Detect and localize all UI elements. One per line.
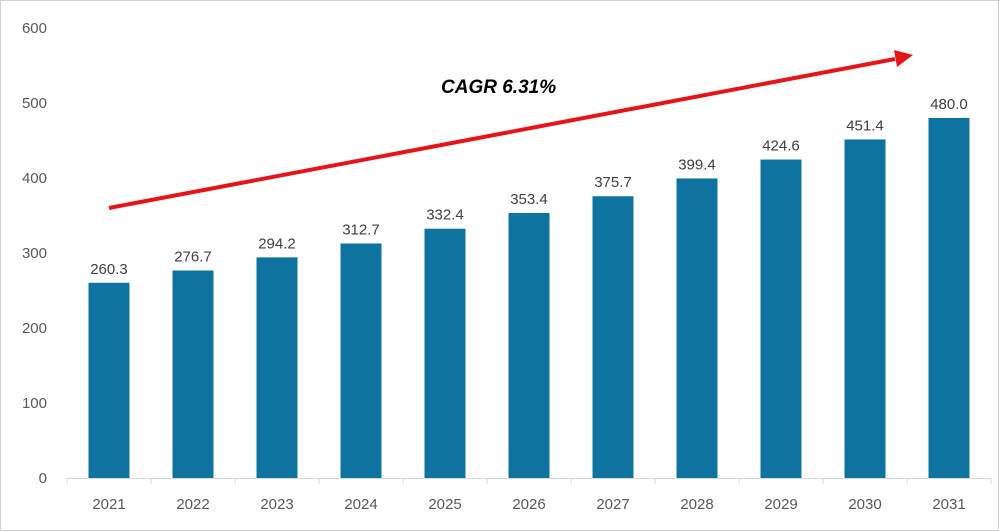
bar — [340, 243, 382, 478]
x-tick-label: 2029 — [764, 496, 797, 513]
bar — [760, 159, 802, 479]
bars — [88, 118, 970, 479]
y-tick-label: 300 — [22, 245, 47, 262]
bar — [928, 118, 970, 478]
x-tick-label: 2023 — [260, 496, 293, 513]
data-labels: 260.3 276.7 294.2 312.7 332.4 353.4 375.7 399.4… — [90, 96, 968, 278]
data-label: 375.7 — [594, 174, 632, 191]
y-axis-ticks: 0 100 200 300 400 500 600 — [22, 20, 47, 487]
arrow-head — [894, 50, 913, 67]
bar — [508, 212, 550, 478]
bar — [172, 270, 214, 478]
x-tick-label: 2022 — [176, 496, 209, 513]
bar — [676, 178, 718, 478]
data-label: 353.4 — [510, 191, 548, 208]
x-tick-label: 2028 — [680, 496, 713, 513]
x-tick-label: 2031 — [932, 496, 965, 513]
data-label: 312.7 — [342, 221, 380, 238]
data-label: 424.6 — [762, 138, 800, 155]
x-tick-label: 2027 — [596, 496, 629, 513]
data-label: 260.3 — [90, 261, 128, 278]
data-label: 294.2 — [258, 235, 296, 252]
x-tick-label: 2026 — [512, 496, 545, 513]
bar — [256, 257, 298, 478]
bar — [424, 228, 466, 478]
bar — [88, 282, 130, 478]
data-label: 451.4 — [846, 117, 884, 134]
arrow-shaft — [108, 57, 896, 210]
data-label: 399.4 — [678, 156, 716, 173]
y-tick-label: 100 — [22, 395, 47, 412]
y-tick-label: 200 — [22, 320, 47, 337]
x-tick-label: 2030 — [848, 496, 881, 513]
cagr-arrow — [108, 50, 913, 210]
data-label: 276.7 — [174, 248, 212, 265]
x-tick-label: 2024 — [344, 496, 377, 513]
y-tick-label: 600 — [22, 20, 47, 37]
bar — [844, 139, 886, 478]
cagr-annotation: CAGR 6.31% — [441, 77, 556, 98]
data-label: 480.0 — [930, 96, 968, 113]
y-tick-label: 0 — [39, 470, 47, 487]
y-tick-label: 400 — [22, 170, 47, 187]
x-axis: 2021 2022 2023 2024 2025 2026 2027 2028 2029 2030… — [66, 478, 992, 513]
x-tick-label: 2025 — [428, 496, 461, 513]
data-label: 332.4 — [426, 207, 464, 224]
y-tick-label: 500 — [22, 95, 47, 112]
bar — [592, 196, 634, 478]
x-tick-label: 2021 — [92, 496, 125, 513]
